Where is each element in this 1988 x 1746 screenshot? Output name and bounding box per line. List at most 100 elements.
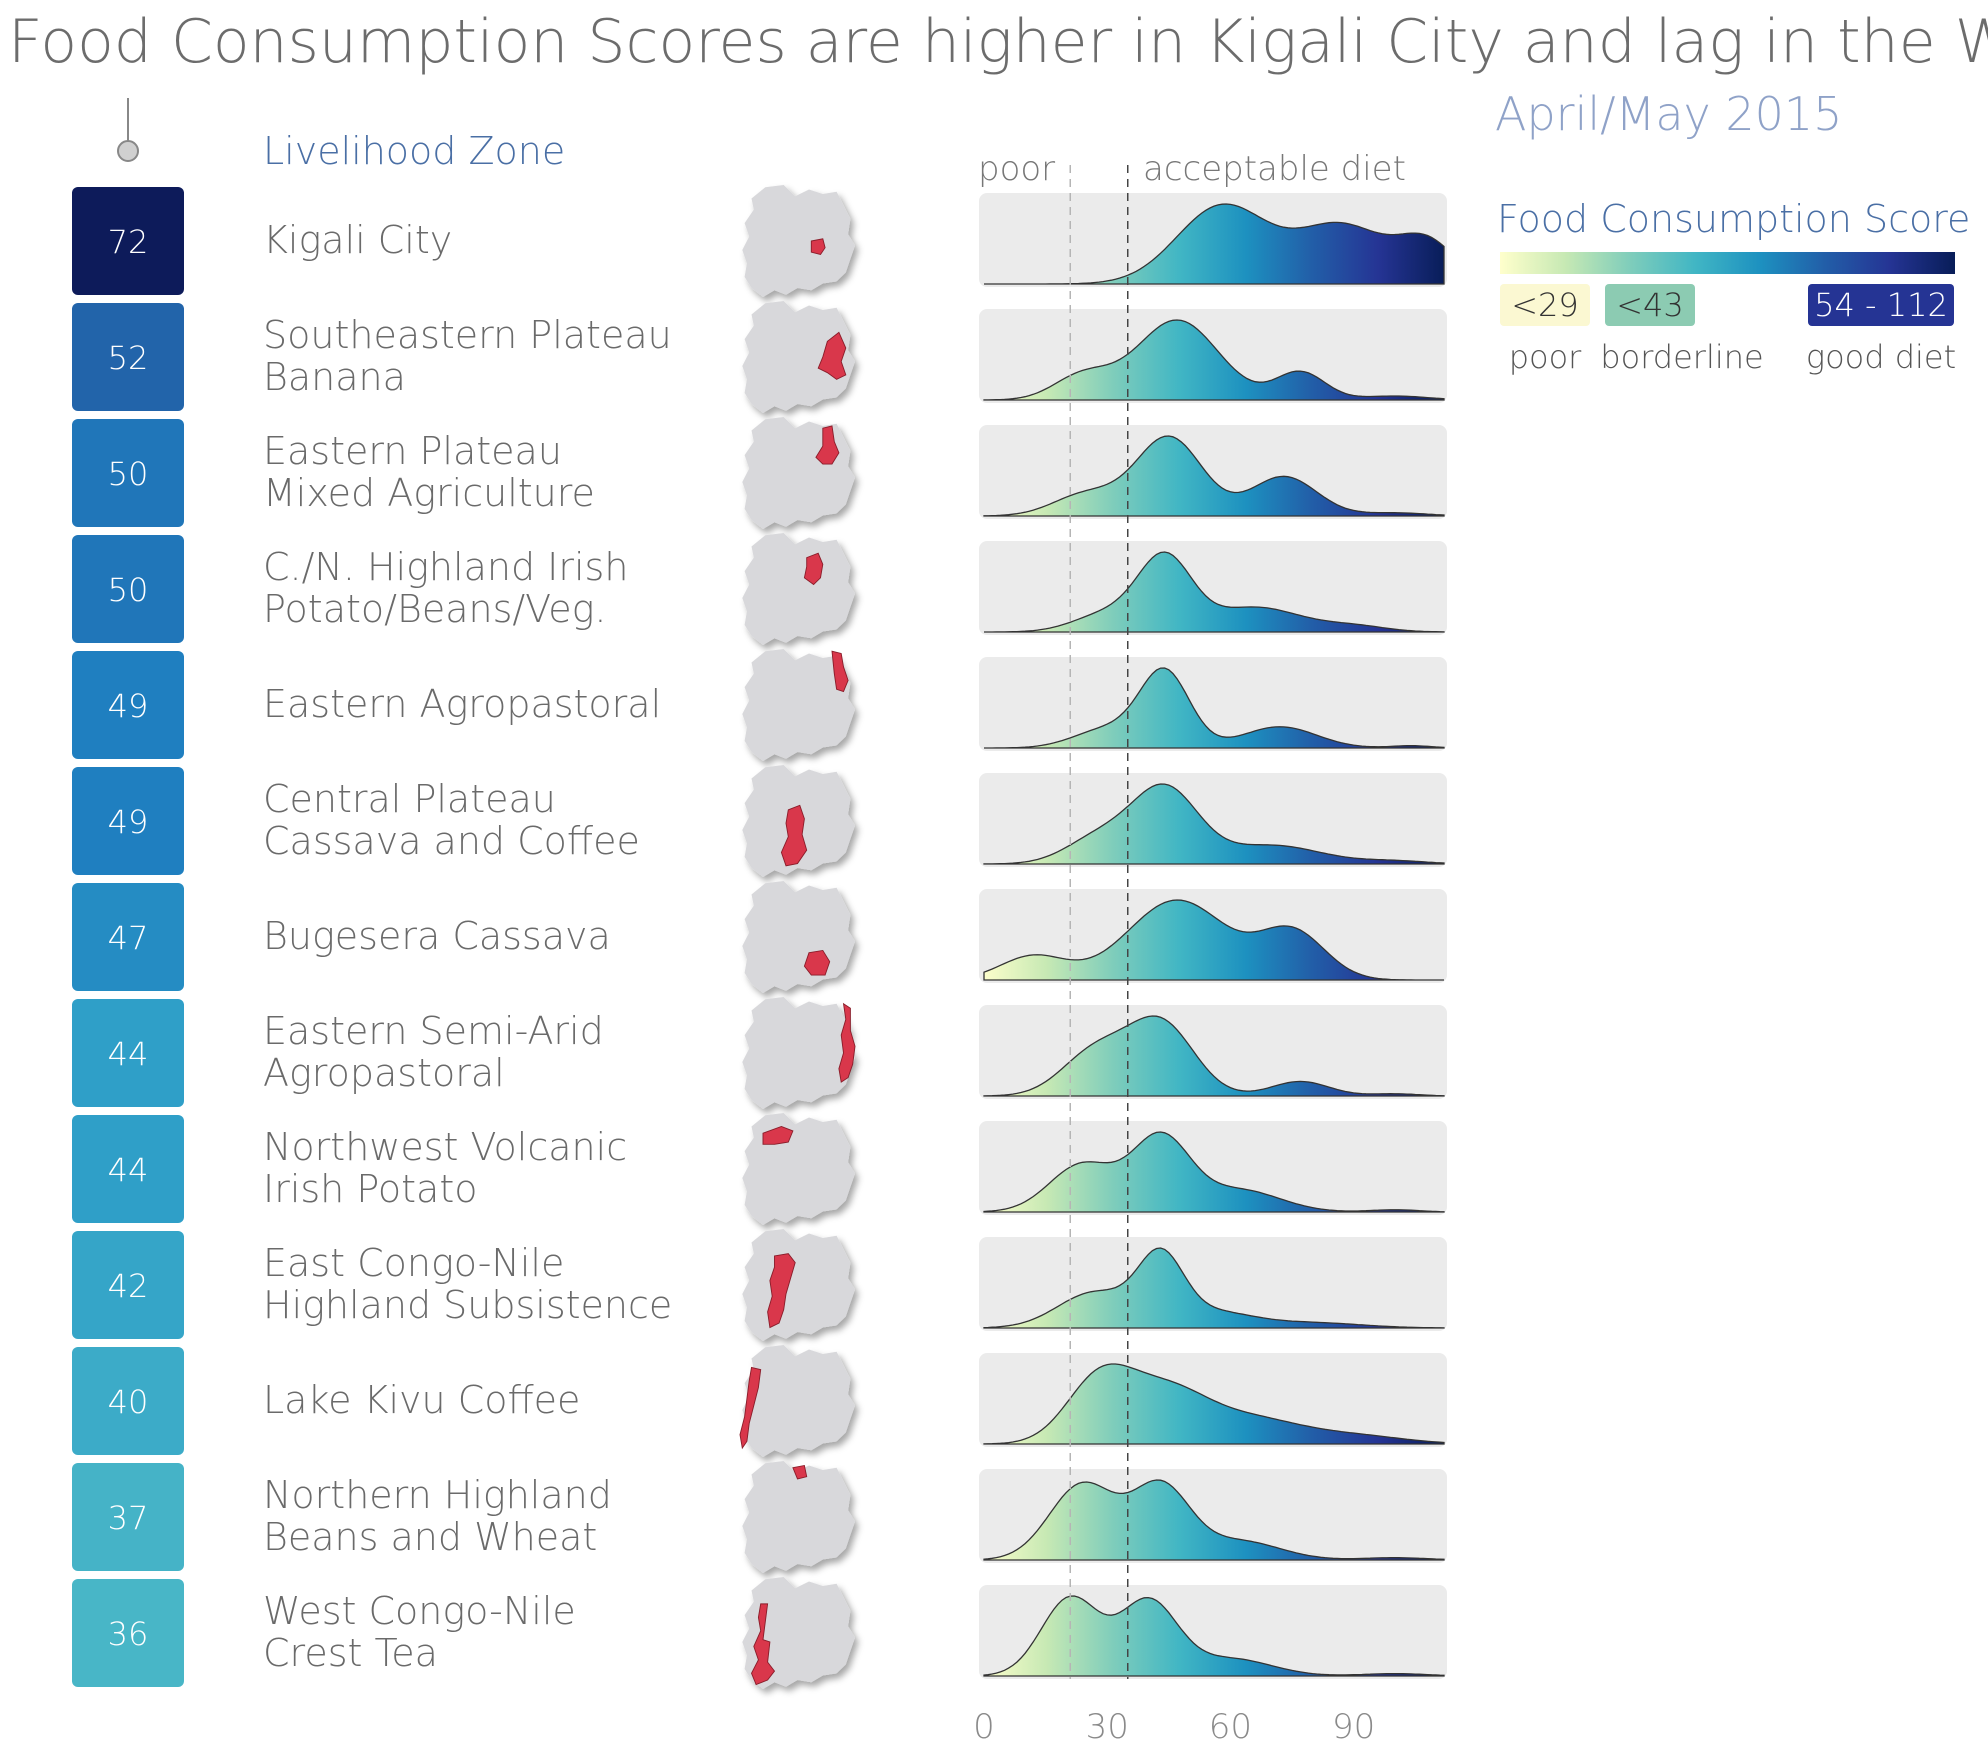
x-tick-label: 0 bbox=[973, 1707, 995, 1746]
zone-map bbox=[739, 1345, 855, 1457]
mean-score-value: 50 bbox=[108, 455, 149, 493]
legend-chip-borderline-value: <43 bbox=[1616, 286, 1684, 324]
zone-highlight bbox=[815, 425, 840, 465]
zone-map bbox=[742, 417, 855, 529]
mean-score-box bbox=[72, 767, 184, 875]
threshold-lines bbox=[1069, 165, 1129, 1679]
density-curve bbox=[983, 783, 1445, 865]
zone-rows: 72 Kigali City 52 Southeastern Plateau Banan… bbox=[72, 185, 1447, 1689]
zone-map bbox=[742, 1229, 855, 1341]
mean-score-value: 50 bbox=[108, 571, 149, 609]
density-curve bbox=[983, 1363, 1445, 1445]
zone-highlight bbox=[803, 949, 831, 976]
zone-label: C./N. Highland Irish Potato/Beans/Veg. bbox=[263, 545, 628, 631]
zone-row: 42 East Congo-Nile Highland Subsistence bbox=[72, 1229, 1447, 1341]
density-curve bbox=[983, 1015, 1445, 1097]
legend-chip-borderline: <43 borderline bbox=[1600, 284, 1764, 376]
zone-label: Bugesera Cassava bbox=[263, 914, 611, 958]
x-tick-label: 90 bbox=[1332, 1707, 1375, 1746]
mean-score-value: 42 bbox=[108, 1267, 149, 1305]
zone-highlight bbox=[767, 1253, 796, 1329]
zone-map bbox=[742, 533, 855, 645]
zone-map bbox=[742, 1113, 855, 1225]
density-curve bbox=[983, 1479, 1445, 1561]
legend-chip-poor: <29 poor bbox=[1500, 284, 1590, 376]
zone-label: West Congo-Nile Crest Tea bbox=[263, 1589, 576, 1675]
legend-chip-borderline-name: borderline bbox=[1600, 338, 1763, 376]
zone-label: East Congo-Nile Highland Subsistence bbox=[263, 1241, 672, 1327]
zone-row: 52 Southeastern Plateau Banana bbox=[72, 301, 1447, 413]
zone-label: Lake Kivu Coffee bbox=[263, 1378, 580, 1422]
mean-score-value: 36 bbox=[108, 1615, 149, 1653]
zone-map bbox=[742, 185, 855, 297]
density-curve bbox=[983, 1247, 1445, 1329]
lollipop-icon bbox=[117, 98, 139, 162]
zone-label: Southeastern Plateau Banana bbox=[263, 313, 672, 399]
zone-row: 49 Central Plateau Cassava and Coffee bbox=[72, 765, 1447, 877]
zone-highlight bbox=[838, 1002, 856, 1083]
mean-score-value: 44 bbox=[108, 1035, 149, 1073]
mean-score-box bbox=[72, 419, 184, 527]
mean-score-box bbox=[72, 651, 184, 759]
mean-score-box bbox=[72, 883, 184, 991]
mean-score-box bbox=[72, 1579, 184, 1687]
density-curve bbox=[983, 435, 1445, 517]
density-curve bbox=[983, 899, 1444, 981]
zones-header: Livelihood Zone bbox=[263, 129, 565, 173]
zone-map bbox=[742, 1577, 855, 1689]
zone-row: 37 Northern Highland Beans and Wheat bbox=[72, 1461, 1447, 1573]
mean-score-box bbox=[72, 187, 184, 295]
mean-score-box bbox=[72, 999, 184, 1107]
zone-highlight bbox=[810, 238, 826, 255]
zone-highlight bbox=[780, 804, 808, 867]
zone-row: 36 West Congo-Nile Crest Tea bbox=[72, 1577, 1447, 1689]
density-panel bbox=[979, 657, 1447, 751]
zone-map bbox=[742, 1461, 855, 1573]
mean-score-box bbox=[72, 535, 184, 643]
legend-chip-poor-name: poor bbox=[1509, 338, 1582, 376]
density-curve bbox=[983, 1131, 1445, 1213]
zone-map bbox=[742, 649, 855, 761]
chart-title: Food Consumption Scores are higher in Ki… bbox=[8, 7, 1988, 77]
mean-score-box bbox=[72, 1463, 184, 1571]
mean-score-value: 40 bbox=[108, 1383, 149, 1421]
zone-label: Central Plateau Cassava and Coffee bbox=[263, 777, 640, 863]
mean-score-value: 47 bbox=[108, 919, 149, 957]
zone-label: Kigali City bbox=[263, 218, 452, 262]
density-curve bbox=[983, 319, 1445, 401]
density-curve bbox=[983, 1595, 1445, 1677]
zone-highlight bbox=[792, 1464, 808, 1480]
zone-row: 44 Eastern Semi-Arid Agropastoral bbox=[72, 997, 1447, 1109]
zone-label: Eastern Plateau Mixed Agriculture bbox=[263, 429, 595, 515]
zone-highlight bbox=[762, 1125, 794, 1145]
mean-score-value: 44 bbox=[108, 1151, 149, 1189]
zone-row: 44 Northwest Volcanic Irish Potato bbox=[72, 1113, 1447, 1225]
mean-score-value: 72 bbox=[108, 223, 149, 261]
x-tick-label: 30 bbox=[1086, 1707, 1129, 1746]
mean-score-box bbox=[72, 1231, 184, 1339]
legend: Food Consumption Score <29 poor <43 bord… bbox=[1497, 197, 1970, 376]
diet-label-poor: poor bbox=[978, 149, 1055, 189]
x-axis: 0 30 60 90 bbox=[973, 1707, 1375, 1746]
legend-gradient-bar bbox=[1500, 252, 1955, 274]
density-curve bbox=[984, 203, 1445, 285]
zone-row: 40 Lake Kivu Coffee bbox=[72, 1345, 1447, 1457]
zone-row: 72 Kigali City bbox=[72, 185, 1447, 297]
zone-highlight bbox=[750, 1603, 776, 1686]
zone-row: 50 Eastern Plateau Mixed Agriculture bbox=[72, 417, 1447, 529]
legend-chip-good: 54 - 112 good diet bbox=[1806, 284, 1956, 376]
legend-chip-good-name: good diet bbox=[1806, 338, 1956, 376]
mean-score-value: 49 bbox=[108, 803, 149, 841]
mean-score-value: 52 bbox=[108, 339, 149, 377]
zone-map bbox=[742, 301, 855, 413]
zone-row: 49 Eastern Agropastoral bbox=[72, 649, 1447, 761]
zone-row: 47 Bugesera Cassava bbox=[72, 881, 1447, 993]
density-curve bbox=[984, 667, 1445, 749]
mean-score-box bbox=[72, 303, 184, 411]
legend-chip-poor-value: <29 bbox=[1511, 286, 1579, 324]
zone-highlight bbox=[831, 650, 849, 693]
mean-score-box bbox=[72, 1347, 184, 1455]
zone-label: Northwest Volcanic Irish Potato bbox=[263, 1125, 627, 1211]
mean-score-value: 49 bbox=[108, 687, 149, 725]
